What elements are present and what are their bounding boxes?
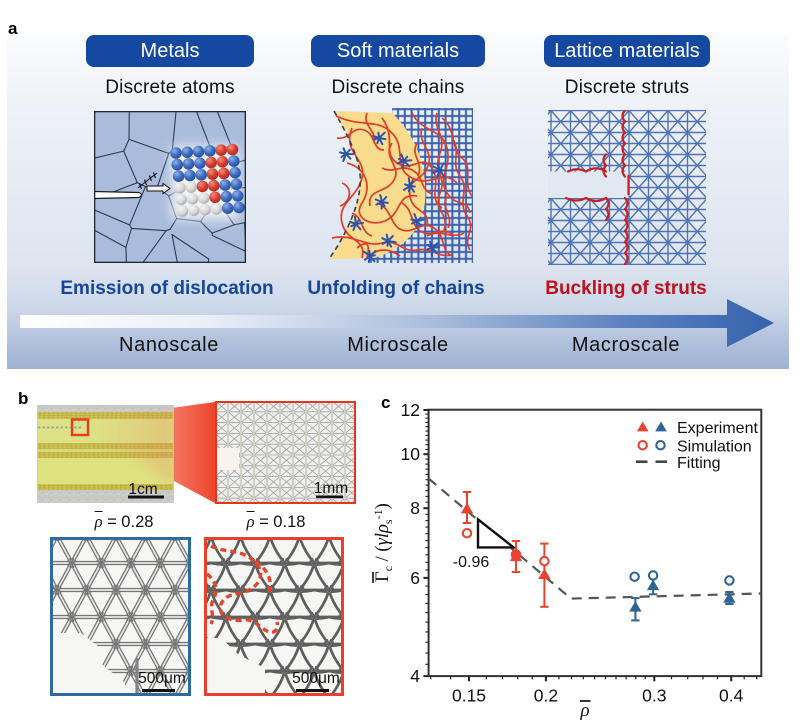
- svg-text:Simulation: Simulation: [677, 439, 752, 456]
- svg-text:0.15: 0.15: [452, 686, 486, 706]
- svg-text:6: 6: [410, 568, 420, 588]
- svg-text:1mm: 1mm: [314, 480, 348, 497]
- svg-text:0.4: 0.4: [719, 686, 744, 706]
- svg-text:12: 12: [401, 400, 420, 420]
- svg-text:ρ: ρ: [579, 700, 589, 721]
- svg-text:500μm: 500μm: [138, 670, 186, 687]
- svg-text:10: 10: [401, 444, 421, 464]
- svg-text:Γc / (γlρs-1): Γc / (γlρs-1): [371, 503, 395, 582]
- svg-text:Fitting: Fitting: [677, 455, 721, 472]
- svg-text:4: 4: [410, 666, 420, 686]
- svg-text:8: 8: [410, 498, 420, 518]
- svg-text:0.2: 0.2: [534, 686, 558, 706]
- svg-text:-0.96: -0.96: [453, 554, 490, 571]
- svg-text:Experiment: Experiment: [677, 420, 758, 437]
- svg-text:0.3: 0.3: [642, 686, 666, 706]
- svg-text:500μm: 500μm: [292, 670, 340, 687]
- svg-text:1cm: 1cm: [128, 481, 157, 498]
